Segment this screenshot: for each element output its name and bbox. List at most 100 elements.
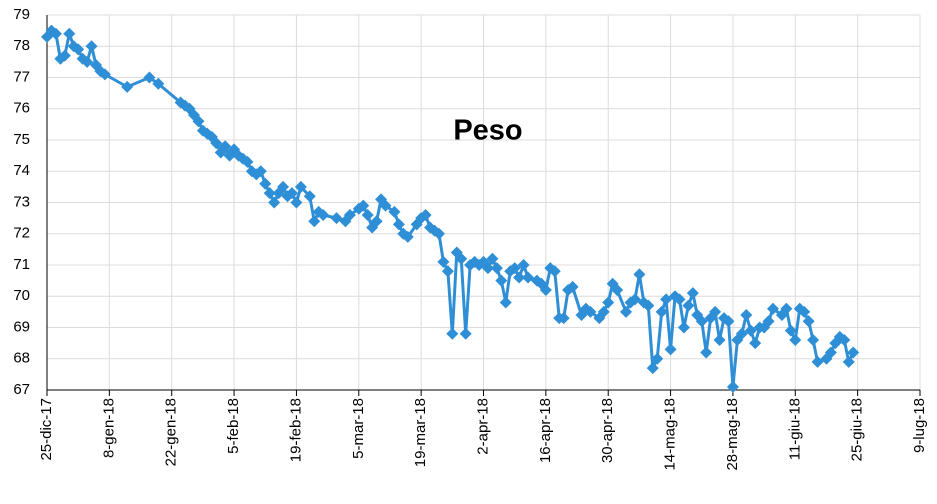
point (455, 252, 468, 265)
y-tick-label: 73 (13, 193, 30, 210)
point (780, 302, 793, 315)
point (695, 315, 708, 328)
point (379, 199, 392, 212)
point (81, 55, 94, 68)
point (241, 155, 254, 168)
point (437, 255, 450, 268)
point (85, 40, 98, 53)
point (513, 271, 526, 284)
y-tick-label: 70 (13, 287, 30, 304)
point (254, 165, 267, 178)
y-tick-label: 79 (13, 6, 30, 23)
y-tick-label: 78 (13, 37, 30, 54)
point (682, 299, 695, 312)
point (517, 259, 530, 271)
x-tick-label: 8-gen-18 (100, 398, 117, 458)
point (522, 271, 535, 284)
point (824, 346, 837, 359)
x-tick-label: 25-giu-18 (849, 398, 866, 461)
point (798, 305, 811, 318)
point (838, 334, 851, 346)
x-tick-label: 19-mar-18 (412, 398, 429, 467)
point (762, 315, 775, 328)
point (388, 205, 401, 218)
point (219, 140, 232, 153)
point (98, 68, 111, 81)
y-tick-label: 74 (13, 162, 30, 179)
point (499, 296, 512, 309)
y-tick-label: 69 (13, 318, 30, 335)
point (709, 305, 722, 318)
point (419, 209, 432, 221)
point (72, 43, 85, 56)
point (767, 302, 780, 315)
point (432, 227, 445, 240)
point (749, 337, 762, 350)
point (784, 324, 797, 337)
point (303, 190, 316, 203)
point (651, 352, 664, 365)
point (330, 212, 343, 225)
point (343, 209, 356, 221)
point (744, 324, 757, 337)
point (660, 293, 673, 306)
point (807, 334, 820, 346)
point (686, 287, 699, 300)
x-tick-label: 9-lug-18 (911, 398, 928, 453)
point (121, 80, 134, 93)
point (664, 343, 677, 356)
point (459, 327, 472, 340)
point (490, 262, 503, 275)
point (58, 49, 71, 62)
point (294, 180, 307, 193)
point (495, 274, 508, 287)
point (584, 305, 597, 318)
point (192, 115, 205, 128)
point (370, 215, 383, 228)
point (49, 27, 62, 40)
point (481, 262, 494, 275)
point (308, 215, 321, 228)
x-tick-label: 22-gen-18 (163, 398, 180, 466)
x-tick-label: 5-mar-18 (350, 398, 367, 459)
point (441, 265, 454, 278)
y-tick-label: 67 (13, 381, 30, 398)
point (143, 71, 156, 84)
x-tick-label: 28-mag-18 (724, 398, 741, 471)
point (642, 299, 655, 312)
point (392, 218, 405, 231)
point (210, 137, 223, 150)
point (152, 77, 165, 90)
point (802, 315, 815, 328)
point (628, 293, 641, 306)
x-tick-label: 25-dic-17 (38, 398, 55, 461)
point (317, 209, 330, 221)
point (611, 284, 624, 296)
y-tick-label: 76 (13, 100, 30, 117)
point (633, 268, 646, 281)
point (722, 315, 735, 328)
point (361, 209, 374, 221)
y-tick-label: 77 (13, 68, 30, 85)
point (842, 355, 855, 368)
x-tick-label: 2-apr-18 (474, 398, 491, 455)
point (700, 346, 713, 359)
point (655, 305, 668, 318)
point (539, 284, 552, 296)
point (259, 177, 272, 190)
point (740, 309, 753, 321)
point (602, 296, 615, 309)
point (673, 293, 686, 306)
point (677, 321, 690, 334)
x-tick-label: 30-apr-18 (599, 398, 616, 463)
point (566, 280, 579, 293)
x-tick-label: 19-feb-18 (287, 398, 304, 462)
point (268, 196, 281, 209)
point (646, 362, 659, 375)
point (63, 27, 76, 40)
y-tick-label: 72 (13, 225, 30, 242)
y-tick-label: 68 (13, 350, 30, 367)
point (789, 334, 802, 346)
y-tick-label: 71 (13, 256, 30, 273)
